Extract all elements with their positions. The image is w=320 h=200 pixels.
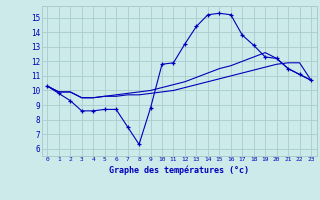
X-axis label: Graphe des températures (°c): Graphe des températures (°c) <box>109 165 249 175</box>
